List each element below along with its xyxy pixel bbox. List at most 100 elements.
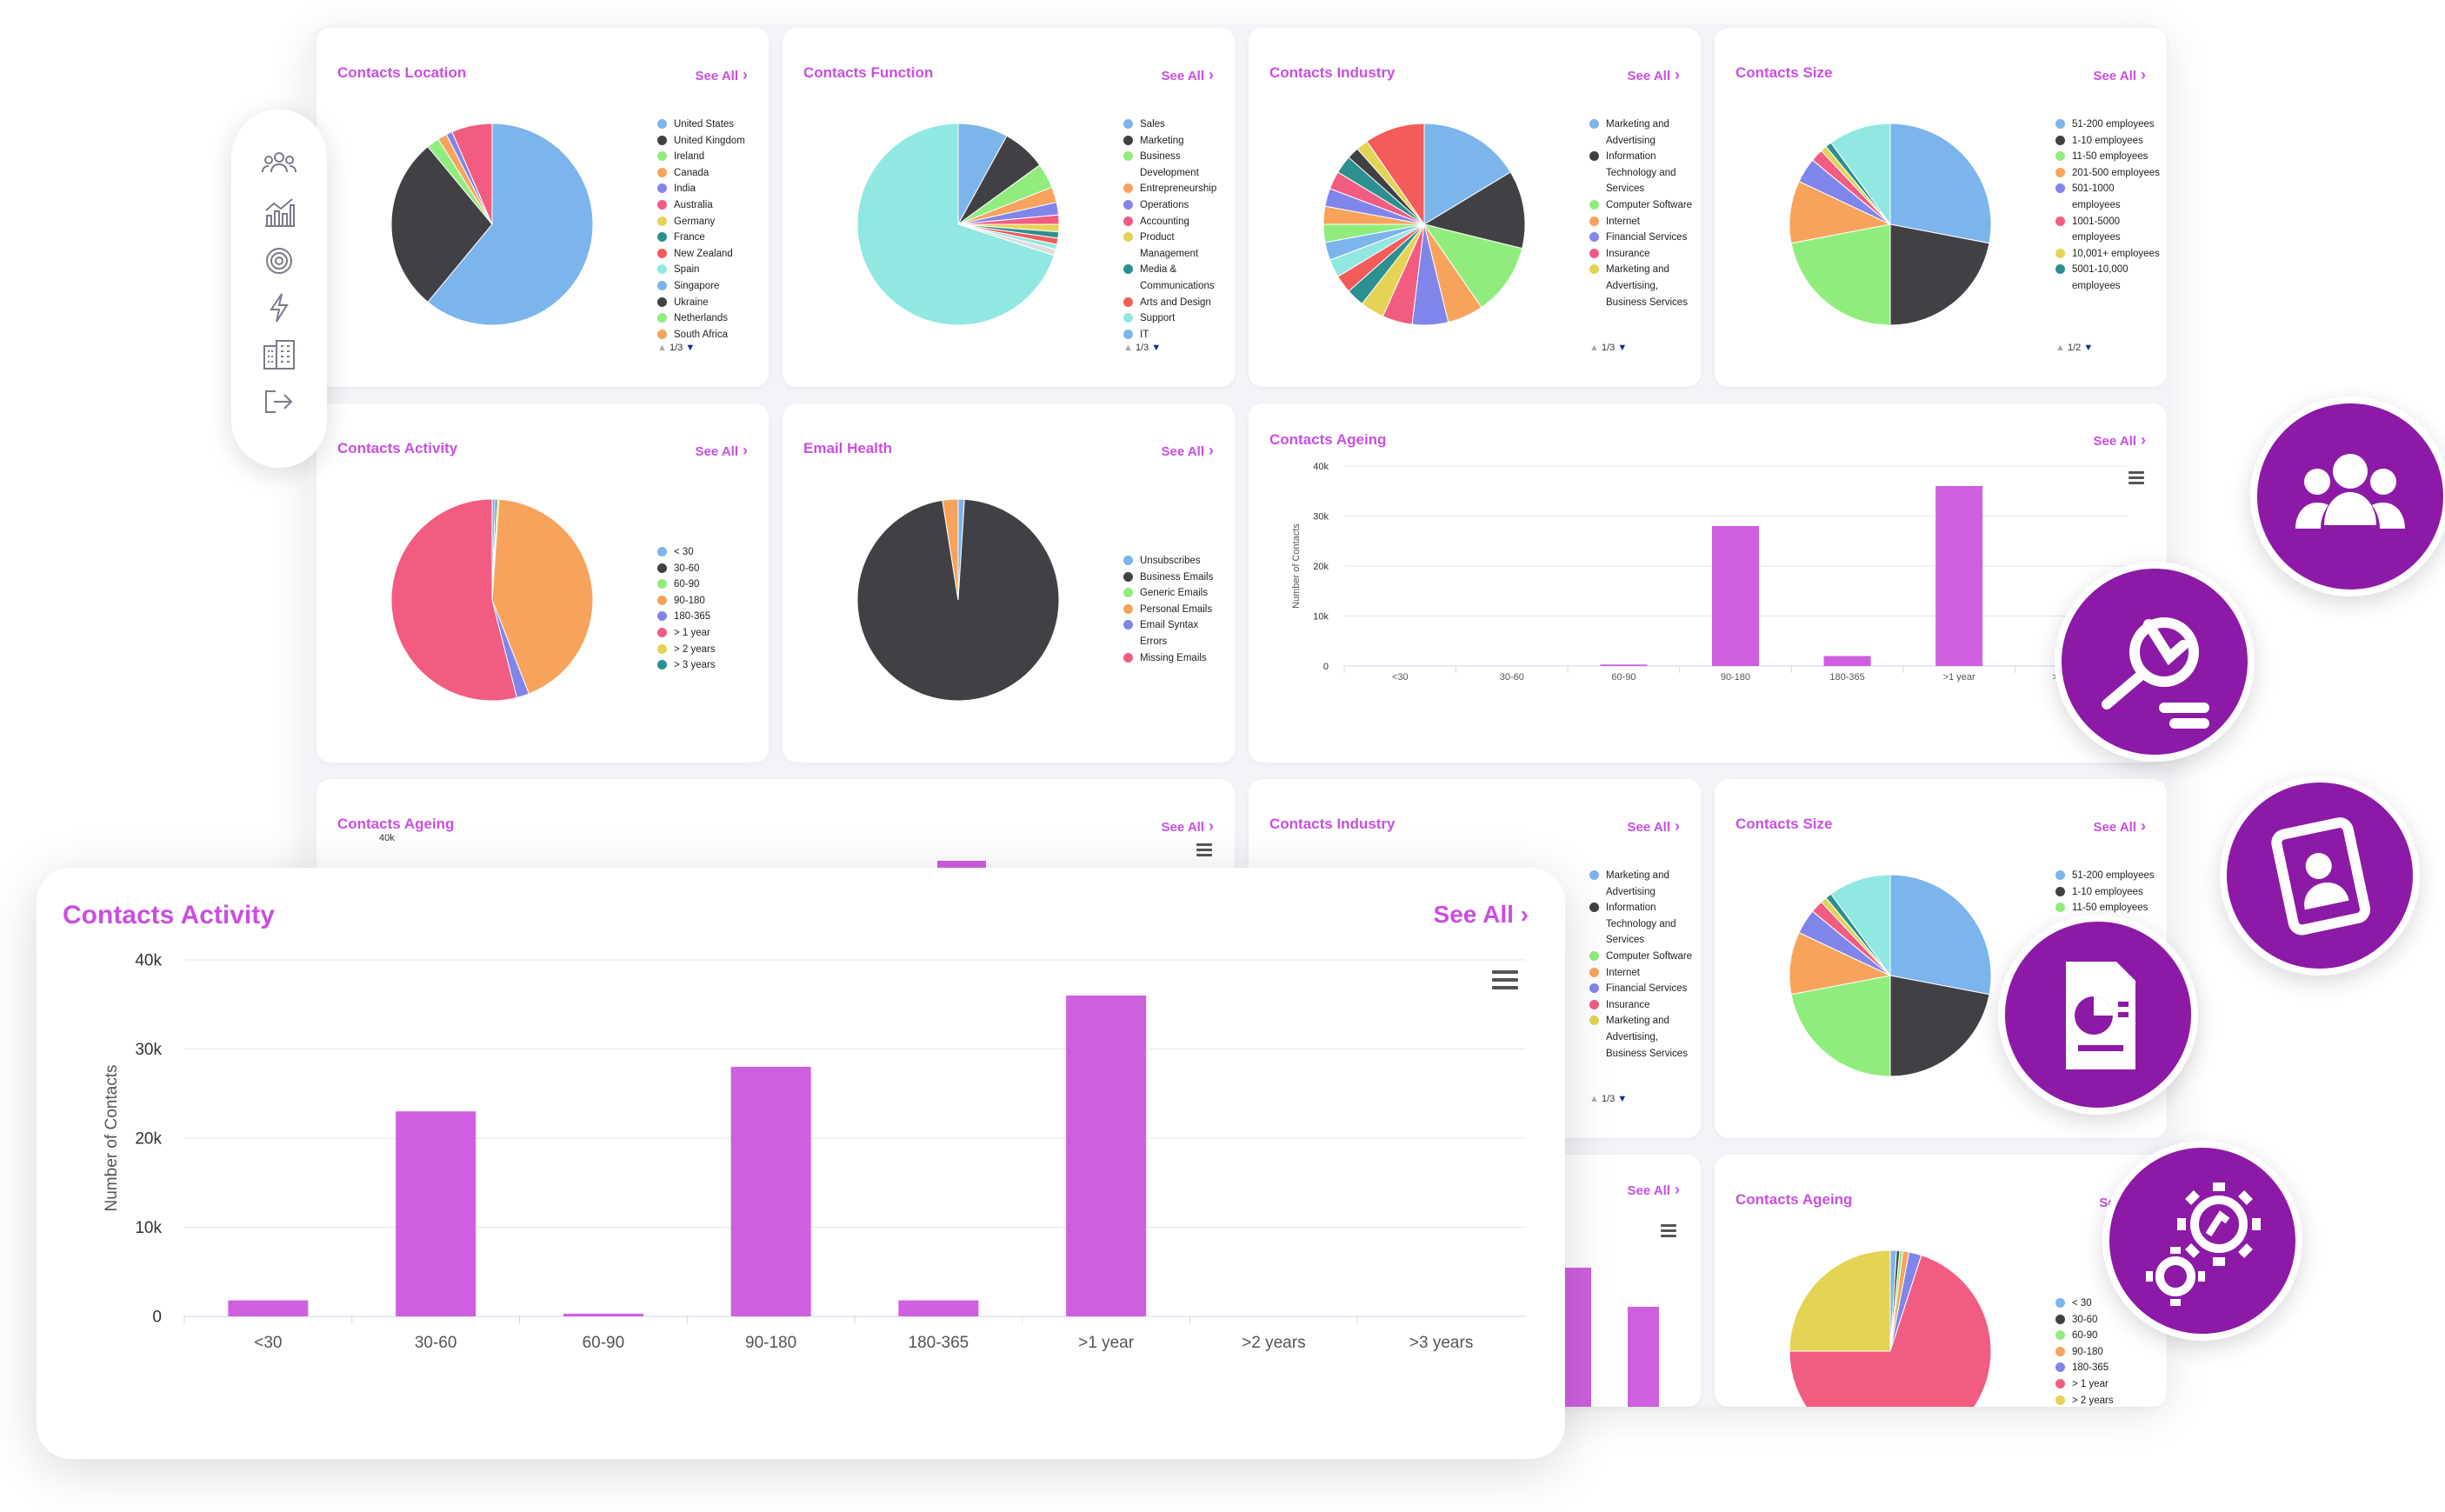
pie-slice[interactable]: [1789, 1255, 1992, 1407]
pie-slice[interactable]: [390, 145, 493, 303]
legend-item[interactable]: > 1 year: [657, 625, 762, 642]
legend-item[interactable]: Marketing: [1123, 133, 1228, 150]
see-all-link[interactable]: See All: [1628, 1181, 1680, 1199]
pager-down-icon[interactable]: ▼: [685, 343, 696, 353]
legend-item[interactable]: 1-10 employees: [2055, 133, 2160, 150]
legend-item[interactable]: Marketing and Advertising, Business Serv…: [1589, 1013, 1694, 1062]
legend-item[interactable]: Business Emails: [1123, 569, 1228, 586]
legend-item[interactable]: Insurance: [1589, 246, 1694, 263]
legend-item[interactable]: Australia: [657, 197, 762, 214]
legend-item[interactable]: United Kingdom: [657, 133, 762, 150]
bar[interactable]: [1712, 526, 1759, 666]
legend-item[interactable]: Internet: [1589, 214, 1694, 230]
pager-up-icon[interactable]: ▲: [1589, 1094, 1599, 1104]
legend-item[interactable]: Accounting: [1123, 214, 1228, 230]
legend-item[interactable]: Ireland: [657, 149, 762, 165]
legend-item[interactable]: 180-365: [2055, 1360, 2160, 1376]
bar[interactable]: [563, 1313, 643, 1316]
legend-item[interactable]: Operations: [1123, 197, 1228, 214]
buildings-icon[interactable]: [262, 339, 296, 370]
legend-item[interactable]: 60-90: [2055, 1328, 2160, 1344]
see-all-link[interactable]: See All: [1162, 442, 1214, 460]
legend-pager[interactable]: ▲ 1/3 ▼: [657, 343, 695, 353]
pager-down-icon[interactable]: ▼: [1617, 1094, 1628, 1104]
pager-up-icon[interactable]: ▲: [657, 343, 667, 353]
legend-item[interactable]: Support: [1123, 310, 1228, 327]
legend-item[interactable]: Information Technology and Services: [1589, 900, 1694, 949]
chart-menu-icon[interactable]: [1492, 970, 1518, 994]
legend-item[interactable]: Netherlands: [657, 310, 762, 327]
legend-item[interactable]: 180-365: [657, 609, 762, 625]
see-all-link[interactable]: See All: [1162, 66, 1214, 84]
legend-item[interactable]: Marketing and Advertising: [1589, 868, 1694, 900]
legend-item[interactable]: 30-60: [657, 561, 762, 577]
pie-slice[interactable]: [1790, 223, 1891, 326]
pie-slice[interactable]: [427, 123, 594, 326]
pie-slice[interactable]: [856, 498, 1060, 702]
pie-slice[interactable]: [1422, 171, 1526, 250]
legend-item[interactable]: 11-50 employees: [2055, 900, 2160, 916]
chart-menu-icon[interactable]: [2129, 471, 2144, 487]
chart-menu-icon[interactable]: [1196, 843, 1212, 859]
legend-item[interactable]: Product Management: [1123, 230, 1228, 262]
legend-item[interactable]: India: [657, 181, 762, 197]
bar[interactable]: [1823, 656, 1871, 667]
pie-slice[interactable]: [1889, 975, 1990, 1077]
pie-slice[interactable]: [1423, 123, 1511, 225]
pie-slice[interactable]: [856, 123, 1055, 326]
legend-item[interactable]: Singapore: [657, 278, 762, 295]
legend-item[interactable]: Information Technology and Services: [1589, 149, 1694, 197]
pie-slice[interactable]: [1889, 223, 1990, 326]
contacts-icon[interactable]: [262, 148, 296, 179]
pie-slice[interactable]: [1790, 975, 1891, 1077]
legend-item[interactable]: < 30: [657, 544, 762, 561]
pie-slice[interactable]: [1789, 931, 1892, 996]
legend-item[interactable]: France: [657, 230, 762, 246]
legend-item[interactable]: Germany: [657, 214, 762, 230]
legend-item[interactable]: 30-60: [2055, 1312, 2160, 1329]
pie-slice[interactable]: [1366, 123, 1425, 226]
see-all-link[interactable]: See All: [1628, 817, 1680, 836]
team-badge[interactable]: [2250, 396, 2445, 596]
legend-item[interactable]: < 30: [2055, 1296, 2160, 1312]
legend-item[interactable]: Computer Software: [1589, 949, 1694, 965]
see-all-link[interactable]: See All: [696, 442, 748, 460]
pie-slice[interactable]: [1422, 223, 1523, 309]
analytics-search-badge[interactable]: [2055, 562, 2255, 762]
legend-item[interactable]: 11-50 employees: [2055, 149, 2160, 165]
legend-item[interactable]: Email Syntax Errors: [1123, 617, 1228, 649]
pie-slice[interactable]: [1789, 1249, 1891, 1352]
pie-slice[interactable]: [451, 123, 493, 225]
legend-item[interactable]: Spain: [657, 262, 762, 278]
pager-up-icon[interactable]: ▲: [1589, 343, 1599, 353]
see-all-link[interactable]: See All: [1162, 817, 1214, 836]
chart-menu-icon[interactable]: [1661, 1224, 1676, 1240]
legend-item[interactable]: Canada: [657, 165, 762, 182]
legend-item[interactable]: Sales: [1123, 117, 1228, 133]
legend-item[interactable]: Ukraine: [657, 295, 762, 311]
pager-down-icon[interactable]: ▼: [1151, 343, 1162, 353]
legend-item[interactable]: 90-180: [2055, 1344, 2160, 1361]
pie-slice[interactable]: [1889, 123, 1992, 244]
legend-item[interactable]: 10,001+ employees: [2055, 246, 2160, 263]
legend-item[interactable]: Marketing and Advertising: [1589, 117, 1694, 149]
pie-slice[interactable]: [1789, 180, 1892, 244]
pager-down-icon[interactable]: ▼: [1617, 343, 1628, 353]
legend-item[interactable]: 1-10 employees: [2055, 884, 2160, 901]
legend-item[interactable]: > 3 years: [657, 657, 762, 674]
legend-item[interactable]: IT: [1123, 327, 1228, 343]
bar[interactable]: [1935, 486, 1983, 666]
legend-item[interactable]: United States: [657, 117, 762, 133]
see-all-link[interactable]: See All: [696, 66, 748, 84]
legend-pager[interactable]: ▲ 1/2 ▼: [2055, 343, 2093, 353]
see-all-link[interactable]: See All: [1628, 66, 1680, 84]
legend-pager[interactable]: ▲ 1/3 ▼: [1589, 343, 1627, 353]
legend-item[interactable]: Media & Communications: [1123, 262, 1228, 294]
bar[interactable]: [898, 1300, 979, 1316]
legend-item[interactable]: 501-1000 employees: [2055, 181, 2160, 213]
legend-item[interactable]: Generic Emails: [1123, 585, 1228, 602]
bar[interactable]: [1600, 664, 1648, 666]
legend-item[interactable]: 201-500 employees: [2055, 165, 2160, 182]
logout-icon[interactable]: [262, 386, 296, 417]
legend-item[interactable]: Internet: [1589, 965, 1694, 982]
